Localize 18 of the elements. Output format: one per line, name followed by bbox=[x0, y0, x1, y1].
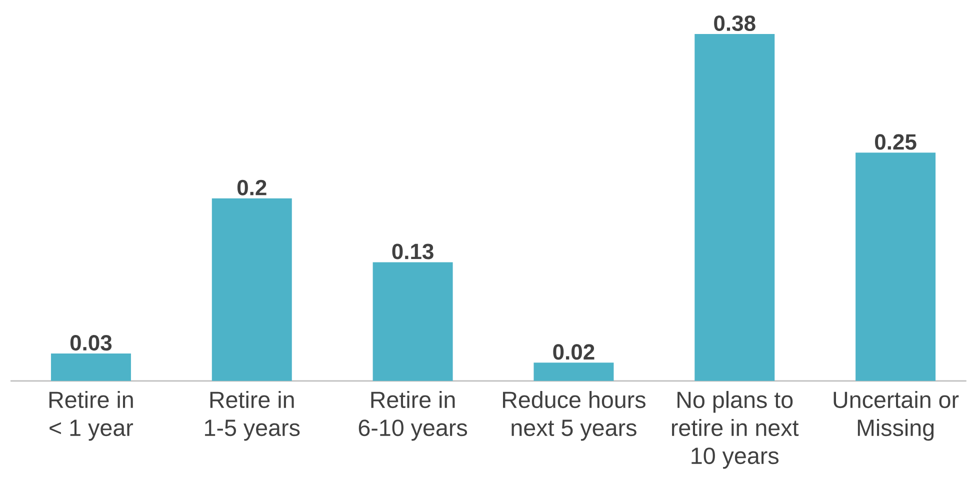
x-tick-label: No plans to retire in next 10 years bbox=[672, 391, 799, 469]
data-label: 0.38 bbox=[714, 15, 756, 32]
data-label: 0.2 bbox=[237, 180, 266, 196]
x-tick-label: Reduce hours next 5 years bbox=[503, 391, 646, 441]
bar bbox=[212, 198, 292, 381]
bar bbox=[694, 34, 775, 381]
x-tick-label: Uncertain or Missing bbox=[834, 391, 959, 441]
data-label: 0.03 bbox=[70, 335, 112, 351]
bar bbox=[534, 362, 614, 381]
x-tick-label: Retire in < 1 year bbox=[49, 391, 134, 441]
bar bbox=[856, 152, 936, 381]
data-label: 0.13 bbox=[392, 244, 434, 260]
bar bbox=[50, 354, 131, 381]
x-tick-label: Retire in 6-10 years bbox=[358, 391, 468, 441]
data-label: 0.25 bbox=[875, 134, 916, 150]
bar bbox=[372, 262, 453, 381]
x-tick-label: Retire in 1-5 years bbox=[205, 391, 300, 441]
data-label: 0.02 bbox=[553, 344, 594, 360]
